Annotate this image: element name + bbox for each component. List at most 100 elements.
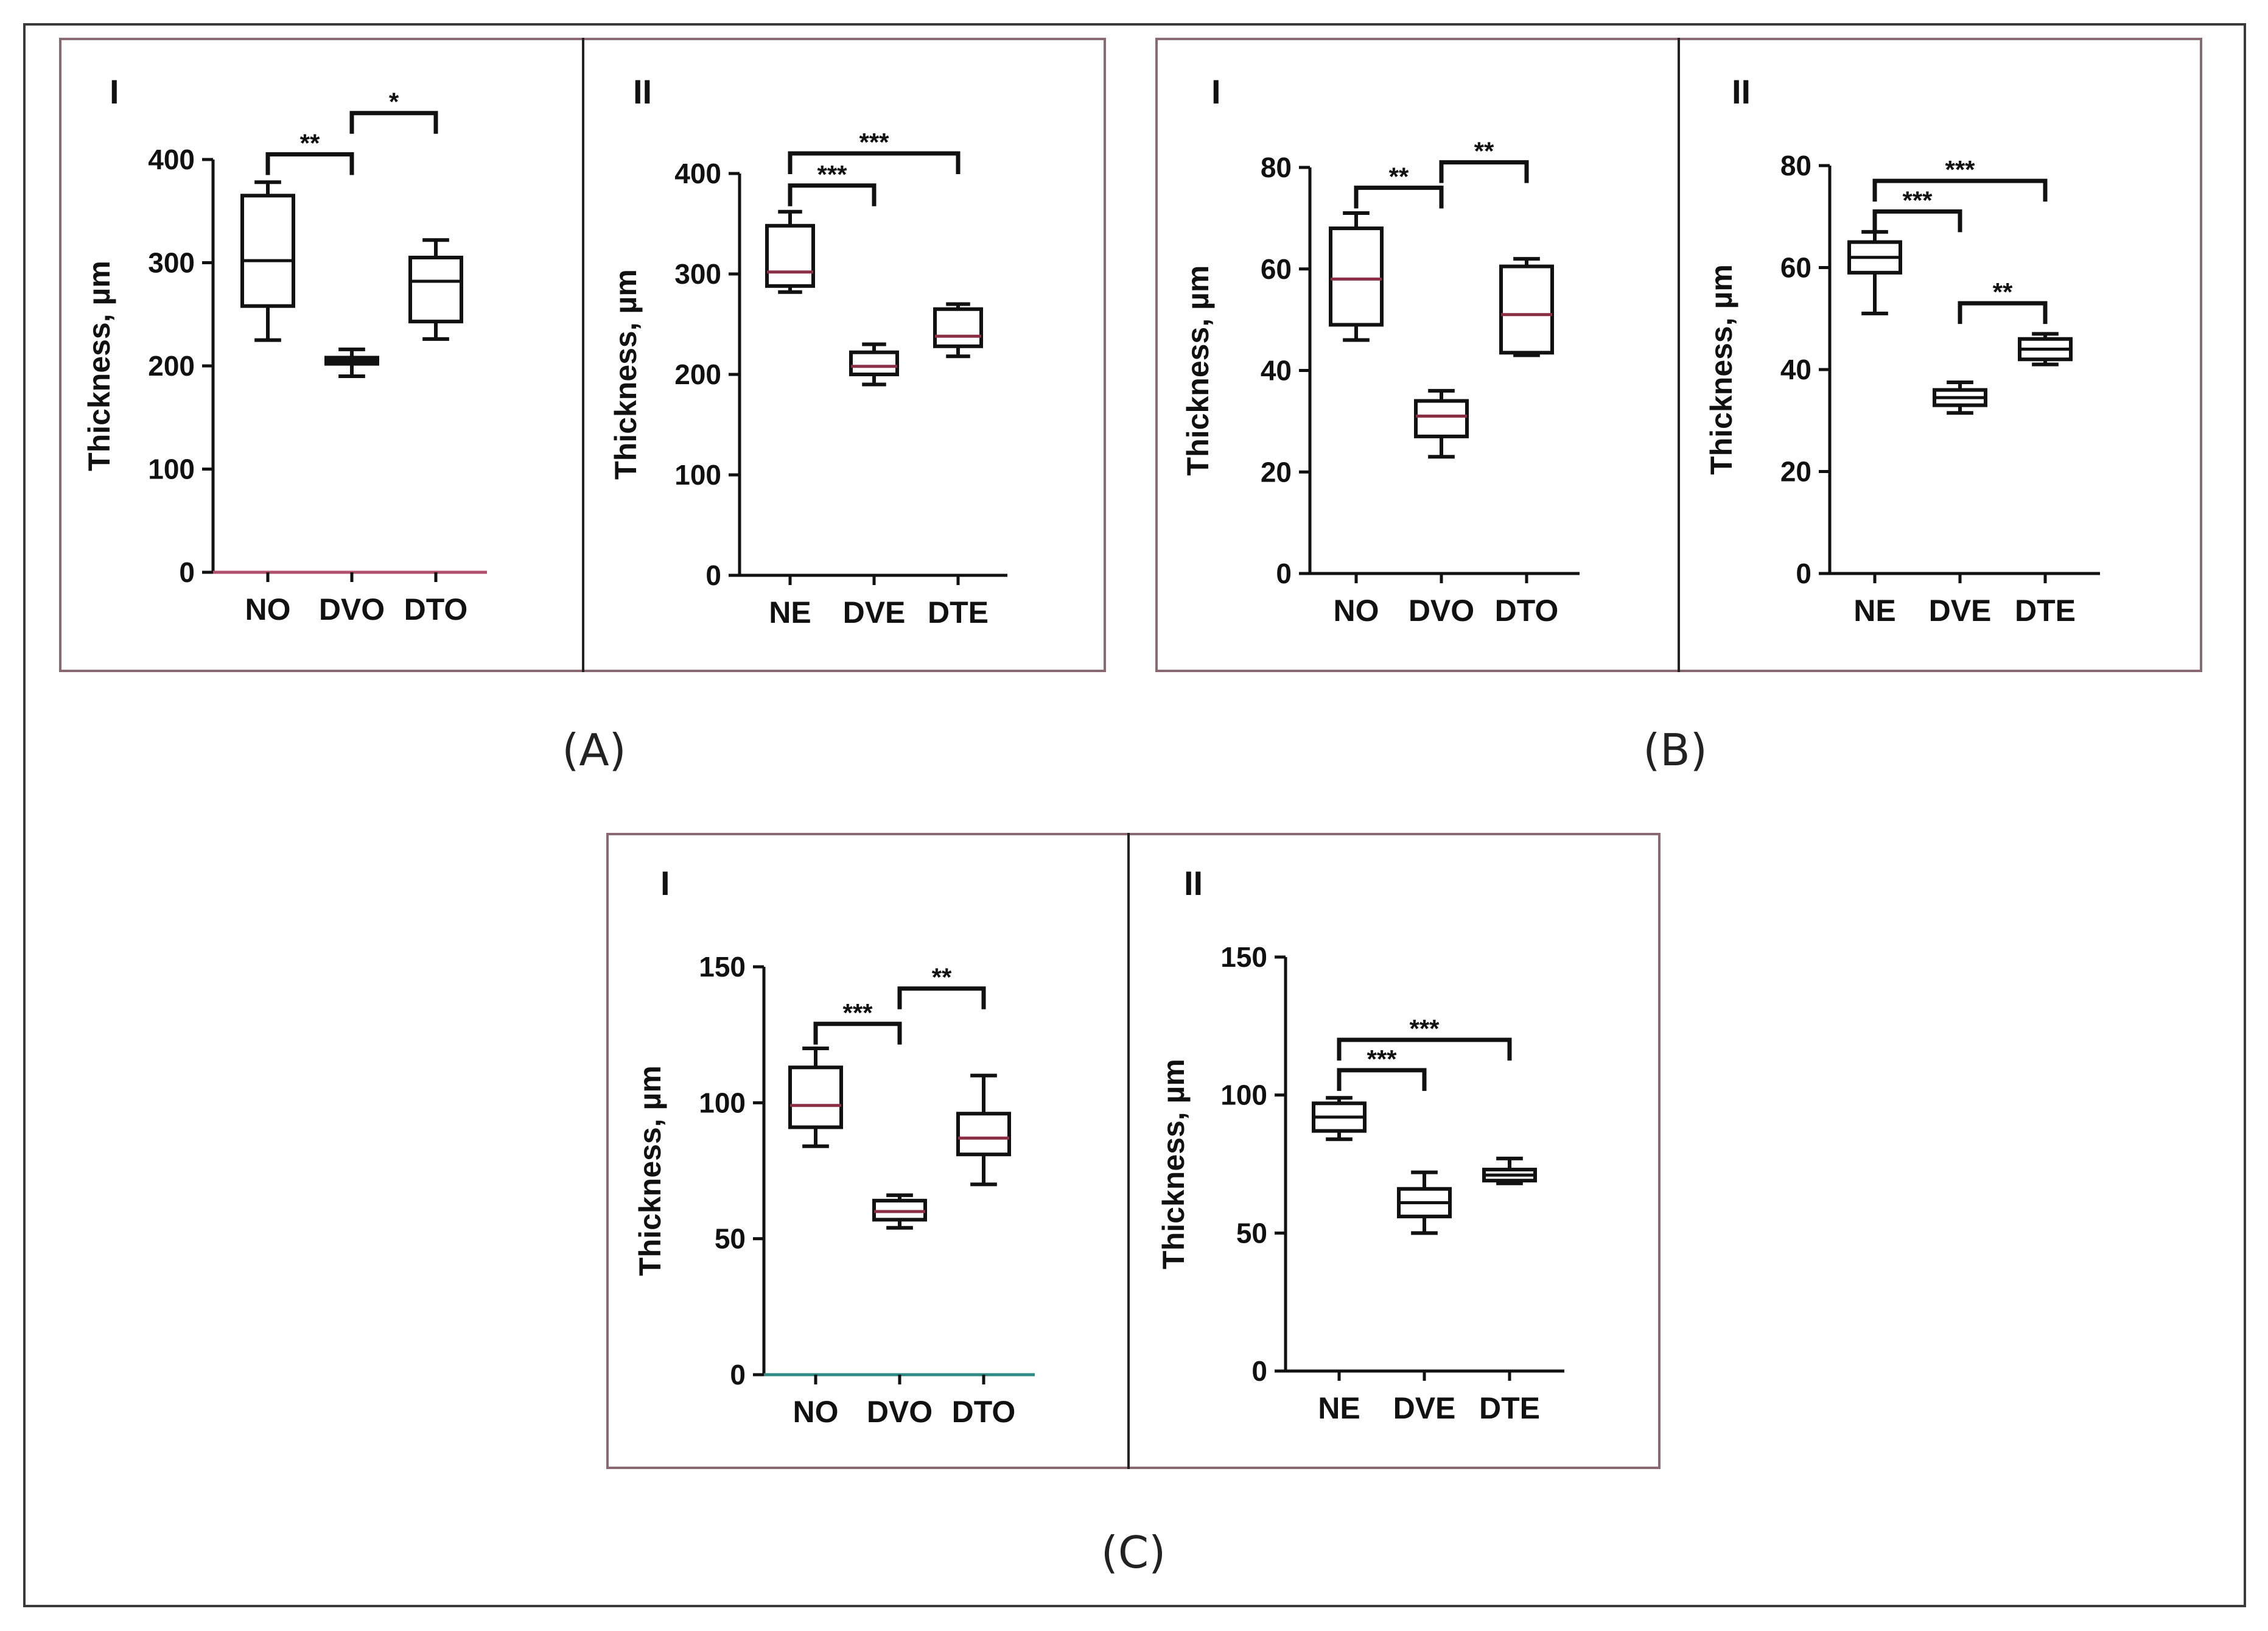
c-i-significance-label-1: ** — [932, 963, 952, 992]
a-i-y-tick-label: 100 — [148, 454, 195, 485]
b-ii-y-tick-label: 80 — [1780, 150, 1811, 181]
b-i-box-no — [1329, 226, 1384, 327]
a-ii-significance-label-1: *** — [859, 128, 889, 156]
c-i-y-tick-label: 0 — [730, 1359, 746, 1391]
b-i-significance-label-0: ** — [1389, 162, 1409, 191]
a-i-y-tick-label: 400 — [148, 144, 195, 175]
a-ii-box-ne — [765, 223, 815, 288]
b-ii-x-tick-label: NE — [1853, 594, 1895, 628]
group-a-divider — [582, 38, 584, 672]
c-i-x-tick-label: NO — [793, 1395, 839, 1429]
b-ii-x-tick-label: DVE — [1929, 594, 1992, 628]
c-i-box-no — [788, 1065, 843, 1129]
a-ii-y-tick-label: 300 — [674, 258, 721, 290]
a-i-x-tick-label: NO — [245, 592, 291, 626]
group-b-label: (B) — [1643, 724, 1707, 776]
c-ii-y-tick-label: 0 — [1251, 1355, 1267, 1387]
a-i-significance-label-1: * — [389, 88, 399, 116]
a-ii-y-tick-label: 100 — [674, 459, 721, 491]
b-ii-x-tick-label: DTE — [2015, 594, 2076, 628]
b-i-significance-bracket-1 — [1439, 160, 1529, 183]
c-i-box-dto — [956, 1112, 1011, 1157]
c-i-y-tick-label: 100 — [699, 1087, 746, 1118]
b-i-box-dvo — [1414, 399, 1469, 438]
a-i-significance-bracket-0 — [265, 152, 354, 175]
b-i-y-tick-label: 80 — [1261, 152, 1292, 183]
c-ii-significance-label-1: *** — [1409, 1014, 1440, 1043]
c-i-significance-bracket-1 — [897, 986, 986, 1009]
a-ii-panel-label: II — [633, 72, 652, 111]
a-ii-x-tick-label: DTE — [928, 595, 989, 630]
b-ii-significance-label-1: *** — [1945, 155, 1975, 184]
a-i-y-tick-label: 200 — [148, 350, 195, 382]
group-a-label: (A) — [562, 724, 626, 776]
b-i-y-axis-label: Thickness, µm — [1181, 265, 1215, 476]
b-ii-y-tick-label: 60 — [1780, 252, 1811, 284]
a-ii-box-dve — [849, 350, 899, 377]
b-i-box-dto — [1499, 264, 1554, 355]
b-ii-y-axis-label: Thickness, µm — [1704, 264, 1738, 475]
group-b-divider — [1678, 38, 1680, 672]
b-i-x-tick-label: NO — [1334, 594, 1379, 628]
c-i-y-tick-label: 150 — [699, 951, 746, 983]
a-ii-x-tick-label: NE — [769, 595, 811, 630]
c-i-panel-label: I — [660, 864, 670, 902]
c-i-significance-bracket-0 — [813, 1022, 902, 1045]
c-ii-significance-label-0: *** — [1367, 1045, 1397, 1073]
a-i-significance-bracket-1 — [349, 111, 438, 134]
c-ii-x-tick-label: NE — [1318, 1391, 1360, 1425]
b-ii-significance-label-2: ** — [1993, 278, 2013, 306]
c-ii-x-tick-label: DVE — [1393, 1391, 1456, 1425]
c-i-x-tick-label: DTO — [952, 1395, 1016, 1429]
c-ii-y-tick-label: 100 — [1220, 1079, 1267, 1111]
c-ii-y-tick-label: 50 — [1236, 1217, 1267, 1249]
b-ii-significance-bracket-1 — [1872, 178, 2048, 202]
c-i-x-tick-label: DVO — [867, 1395, 933, 1429]
a-i-panel-label: I — [110, 72, 119, 111]
a-ii-significance-label-0: *** — [817, 160, 847, 189]
c-ii-y-tick-label: 150 — [1220, 941, 1267, 973]
b-ii-y-tick-label: 0 — [1796, 558, 1811, 589]
b-ii-y-tick-label: 20 — [1780, 456, 1811, 488]
b-ii-significance-bracket-2 — [1958, 301, 2048, 324]
a-i-box-no — [240, 194, 295, 308]
b-ii-significance-bracket-0 — [1872, 209, 1962, 233]
c-i-significance-label-0: *** — [842, 998, 873, 1027]
a-ii-x-tick-label: DVE — [843, 595, 906, 630]
a-ii-y-axis-label: Thickness, µm — [609, 269, 643, 480]
a-i-y-axis-label: Thickness, µm — [82, 261, 116, 471]
group-c-divider — [1127, 833, 1130, 1469]
group-c-frame — [606, 833, 1661, 1469]
b-i-panel-label: I — [1211, 72, 1221, 111]
a-i-x-tick-label: DTO — [404, 592, 468, 626]
group-c-label: (C) — [1101, 1527, 1166, 1578]
b-i-x-tick-label: DTO — [1495, 594, 1559, 628]
c-ii-y-axis-label: Thickness, µm — [1157, 1059, 1191, 1269]
b-i-y-tick-label: 40 — [1261, 355, 1292, 387]
b-ii-panel-label: II — [1732, 72, 1751, 111]
b-i-y-tick-label: 20 — [1261, 456, 1292, 488]
c-ii-x-tick-label: DTE — [1479, 1391, 1540, 1425]
c-i-y-axis-label: Thickness, µm — [633, 1065, 667, 1276]
c-ii-significance-bracket-0 — [1337, 1068, 1427, 1091]
a-ii-significance-bracket-1 — [788, 151, 961, 174]
b-ii-significance-label-0: *** — [1902, 186, 1933, 214]
b-i-y-tick-label: 0 — [1276, 558, 1292, 589]
c-ii-significance-bracket-1 — [1337, 1037, 1512, 1061]
c-i-y-tick-label: 50 — [715, 1223, 746, 1255]
a-i-y-tick-label: 0 — [179, 556, 195, 588]
b-i-y-tick-label: 60 — [1261, 253, 1292, 285]
a-i-significance-label-0: ** — [300, 129, 320, 158]
b-i-significance-label-1: ** — [1474, 137, 1494, 166]
a-ii-box-dte — [933, 307, 983, 348]
c-ii-panel-label: II — [1184, 864, 1203, 902]
b-i-significance-bracket-0 — [1354, 185, 1444, 209]
a-ii-y-tick-label: 200 — [674, 359, 721, 390]
b-i-x-tick-label: DVO — [1409, 594, 1474, 628]
b-ii-y-tick-label: 40 — [1780, 354, 1811, 385]
a-ii-y-tick-label: 0 — [705, 559, 721, 591]
a-ii-significance-bracket-0 — [788, 183, 877, 206]
a-i-box-dto — [408, 256, 463, 324]
a-ii-y-tick-label: 400 — [674, 158, 721, 189]
